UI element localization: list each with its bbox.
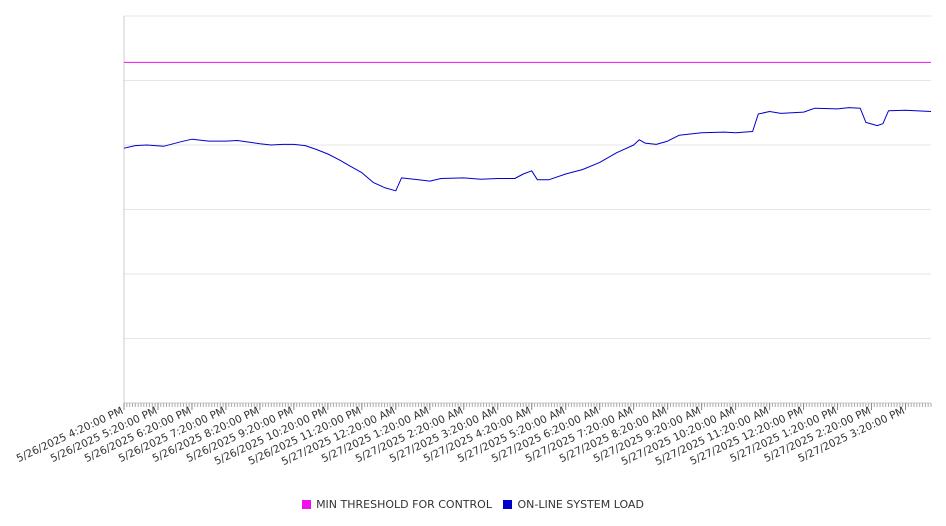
plot-area bbox=[123, 61, 932, 192]
axes bbox=[123, 16, 932, 410]
legend-label-min-threshold: MIN THRESHOLD FOR CONTROL bbox=[316, 498, 492, 511]
x-tick-labels: 5/26/2025 4:20:00 PM5/26/2025 5:20:00 PM… bbox=[15, 405, 907, 468]
gridlines bbox=[124, 15, 931, 339]
legend-item-min-threshold[interactable]: MIN THRESHOLD FOR CONTROL bbox=[302, 498, 492, 511]
series-line-system-load bbox=[123, 107, 932, 192]
legend-item-system-load[interactable]: ON-LINE SYSTEM LOAD bbox=[503, 498, 644, 511]
legend-swatch-min-threshold bbox=[302, 500, 312, 509]
legend: MIN THRESHOLD FOR CONTROL ON-LINE SYSTEM… bbox=[0, 498, 946, 511]
legend-label-system-load: ON-LINE SYSTEM LOAD bbox=[517, 498, 644, 511]
legend-swatch-system-load bbox=[503, 500, 513, 509]
